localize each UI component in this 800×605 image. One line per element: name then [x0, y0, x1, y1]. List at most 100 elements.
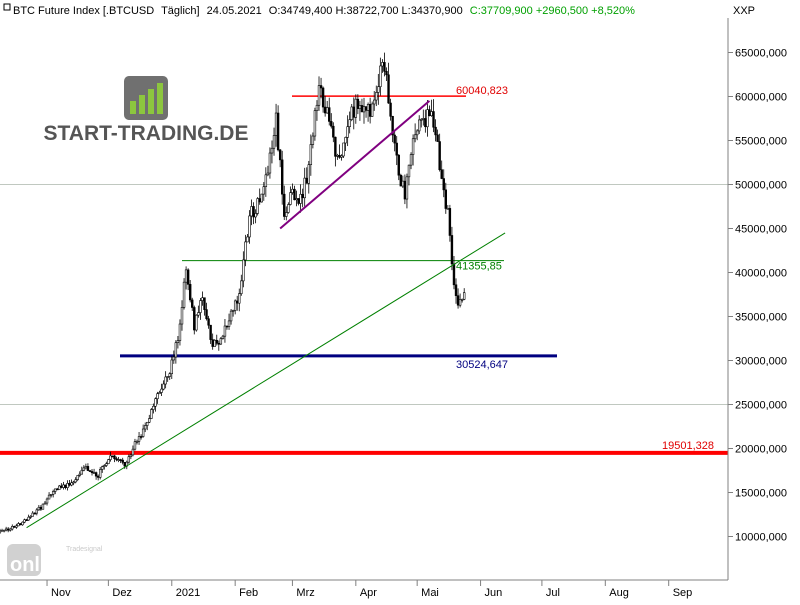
candle-body-up	[58, 485, 61, 490]
candle-body-up	[156, 393, 159, 400]
candle	[281, 150, 284, 205]
candle	[321, 86, 325, 113]
candle	[156, 391, 159, 404]
candle-body-up	[373, 99, 376, 105]
candle-body-up	[250, 206, 253, 217]
candle-body-up	[2, 529, 6, 532]
candle-body-up	[458, 299, 462, 306]
candle-body-down	[19, 523, 22, 526]
candle	[383, 52, 386, 77]
y-tick-label: 55000,000	[735, 136, 787, 148]
candle-body-up	[31, 512, 34, 517]
candle	[340, 154, 343, 161]
candle	[162, 380, 165, 391]
tradesignal-online-logo: Tradesignal online	[7, 544, 103, 576]
candle	[154, 397, 157, 412]
candle	[188, 280, 192, 303]
candle-body-up	[154, 398, 157, 407]
candle-body-up	[242, 259, 245, 282]
candle	[195, 314, 198, 332]
candle-body-up	[285, 212, 288, 217]
candle	[370, 101, 374, 117]
candle	[244, 234, 247, 267]
candle-body-up	[229, 310, 233, 322]
x-tick-label: Mrz	[296, 587, 314, 599]
candle	[283, 185, 286, 220]
candle-body-up	[43, 502, 47, 505]
candle-body-down	[438, 141, 441, 171]
candle-body-up	[409, 154, 413, 166]
candle	[413, 123, 417, 143]
candle-body-up	[66, 483, 69, 488]
chart-header: BTC Future Index [.BTCUSD Täglich] 24.05…	[3, 3, 755, 17]
candle	[172, 350, 176, 364]
candle-body-down	[86, 466, 90, 471]
candle-body-up	[244, 241, 247, 261]
candle	[227, 313, 231, 330]
candle	[460, 298, 464, 303]
candle	[103, 464, 106, 470]
y-axis[interactable]: 10000,000 15000,000 20000,000 25000,000 3000…	[728, 48, 787, 544]
candle	[418, 115, 421, 135]
candle-body-up	[446, 208, 450, 210]
candle-body-down	[278, 149, 282, 161]
candle	[107, 458, 110, 465]
candle-body-up	[78, 473, 81, 476]
candle-body-up	[299, 193, 302, 204]
candle-body-up	[11, 526, 14, 530]
candle	[377, 73, 380, 105]
candle	[285, 206, 288, 221]
candle-body-down	[360, 105, 364, 113]
candle-body-up	[74, 479, 77, 483]
candle-body-down	[391, 115, 394, 136]
level-labels-layer: 60040,823 41355,85 30524,647 19501,328	[456, 85, 714, 452]
candle-body-up	[174, 342, 178, 358]
candle	[86, 463, 90, 471]
candle	[205, 302, 208, 321]
candle	[133, 438, 137, 451]
collapse-box-icon[interactable]	[3, 3, 11, 11]
y-tick-label: 10000,000	[735, 532, 787, 544]
candle	[168, 372, 171, 380]
candle	[221, 334, 225, 340]
candle	[311, 132, 315, 149]
x-tick-label: Dez	[112, 587, 132, 599]
candle	[80, 466, 83, 475]
candle-body-up	[354, 98, 358, 118]
candle-body-up	[103, 465, 106, 467]
candle-body-up	[420, 119, 423, 121]
candle	[442, 169, 445, 198]
candle	[207, 315, 210, 329]
candles-layer	[0, 52, 466, 534]
candle-body-down	[186, 269, 190, 285]
candle-body-up	[201, 297, 204, 301]
candle	[223, 319, 227, 343]
candle-body-up	[29, 515, 32, 518]
candle-body-up	[101, 466, 104, 470]
candle-body-up	[170, 359, 173, 375]
candle	[72, 480, 75, 486]
candle-body-up	[143, 425, 147, 430]
candle	[448, 204, 452, 242]
candle	[137, 431, 141, 445]
candle-body-up	[401, 180, 405, 187]
candle-body-up	[21, 521, 24, 526]
candle-body-up	[150, 409, 153, 419]
candle	[229, 309, 233, 325]
candle-body-down	[207, 318, 210, 326]
candle-body-up	[289, 192, 292, 205]
candle-body-up	[131, 448, 135, 456]
candle	[440, 160, 443, 180]
candle	[415, 129, 419, 141]
x-axis[interactable]: Nov Dez 2021 Feb Mrz Apr Mai Jun Jul Aug Sep	[46, 580, 692, 599]
candle-body-down	[193, 307, 196, 331]
candle	[66, 480, 69, 491]
candle-body-down	[454, 284, 458, 296]
candle	[99, 466, 102, 480]
candle-body-down	[452, 263, 456, 286]
candle	[242, 251, 245, 288]
candle	[246, 233, 249, 243]
candle	[391, 115, 394, 143]
candle-body-down	[442, 178, 445, 191]
